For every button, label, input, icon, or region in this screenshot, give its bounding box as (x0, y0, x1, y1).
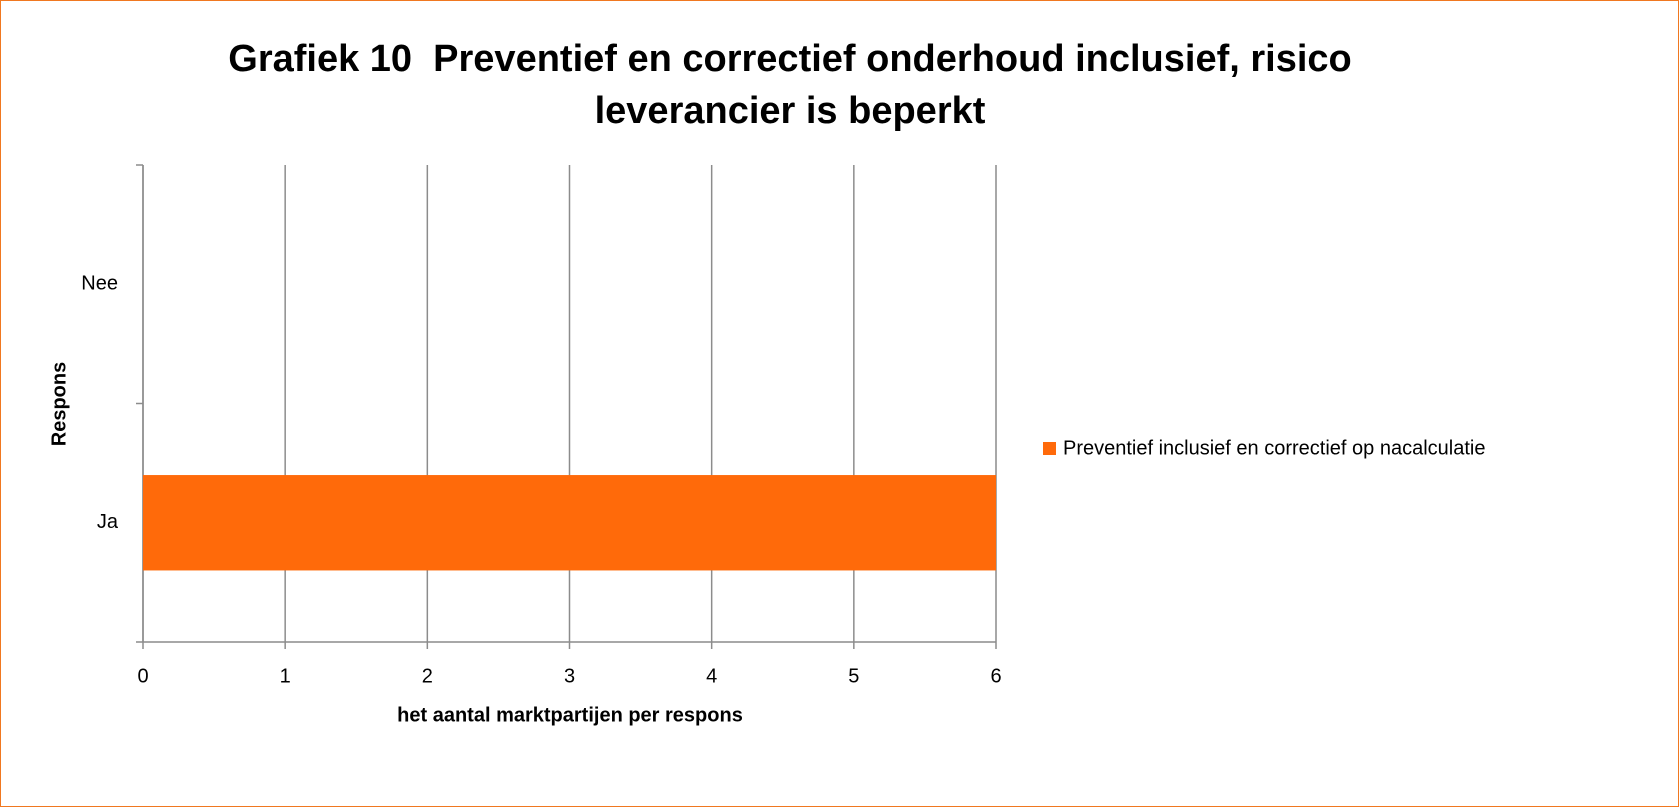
x-tick-label: 3 (564, 665, 575, 687)
y-tick-label: Nee (81, 273, 118, 295)
x-tick-label: 0 (137, 665, 148, 687)
legend-swatch (1043, 442, 1056, 455)
x-tick-label: 5 (848, 665, 859, 687)
x-tick-label: 6 (990, 665, 1001, 687)
x-tick-label: 2 (422, 665, 433, 687)
x-axis-label: het aantal marktpartijen per respons (397, 704, 743, 726)
x-tick-label: 4 (706, 665, 717, 687)
chart-title: Grafiek 10 Preventief en correctief onde… (228, 38, 1363, 132)
bar (143, 475, 996, 571)
x-tick-label: 1 (280, 665, 291, 687)
legend-label: Preventief inclusief en correctief op na… (1063, 437, 1485, 459)
y-tick-label: Ja (97, 511, 119, 533)
y-axis-label: Respons (48, 362, 70, 446)
